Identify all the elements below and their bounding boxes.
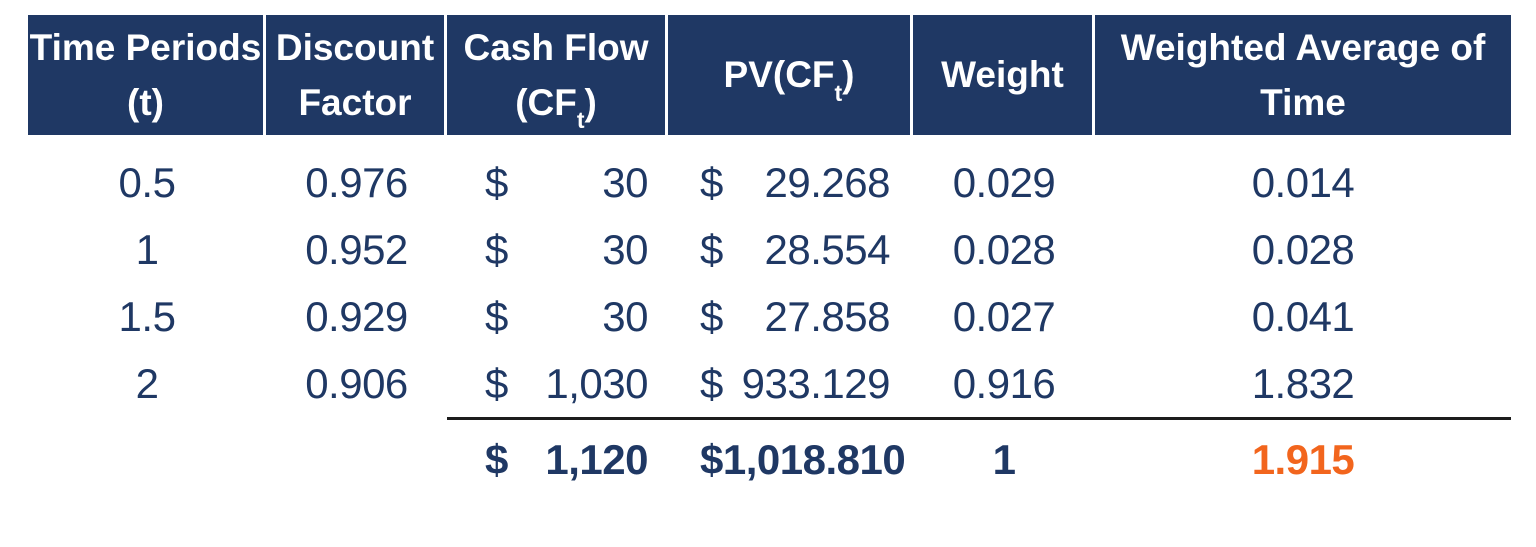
currency-symbol: $ [700, 292, 723, 340]
cashflow-cell: $ 30 [447, 283, 668, 350]
pv-cell: $ 28.554 [668, 216, 913, 283]
currency-symbol: $ [485, 225, 508, 273]
cashflow-cell: $ 30 [447, 149, 668, 216]
subscript-t: t [576, 107, 585, 134]
pv-value: 933.129 [741, 359, 891, 407]
header-time-line1: Time Periods [29, 26, 262, 68]
currency-symbol: $ [485, 292, 508, 340]
time-cell: 0.5 [118, 158, 176, 206]
currency-symbol: $ [700, 225, 723, 273]
cashflow-total-cell: $ 1,120 [447, 420, 668, 500]
header-weighted-average: Weighted Average of Time [1095, 15, 1511, 135]
weight-total-cell: 1 [992, 436, 1016, 483]
cashflow-total-value: 1,120 [545, 436, 648, 483]
pv-cell: $ 29.268 [668, 149, 913, 216]
header-wat-line1: Weighted Average of [1120, 26, 1486, 68]
currency-symbol: $ [485, 436, 508, 483]
totals-row: $ 1,120 $ 1,018.810 1 1.915 [28, 420, 1511, 500]
pv-total-value: 1,018.810 [722, 436, 906, 483]
header-weight-label: Weight [941, 54, 1064, 96]
duration-table: Time Periods (t) Discount Factor Cash Fl… [28, 15, 1511, 500]
totals-rule [447, 417, 1511, 420]
cashflow-cell: $ 30 [447, 216, 668, 283]
weight-cell: 0.028 [952, 225, 1056, 273]
table-row: 1 0.952 $ 30 $ 28.554 0.028 0.028 [28, 216, 1511, 283]
header-pv-label: PV(CFt) [723, 54, 855, 106]
table-body: 0.5 0.976 $ 30 $ 29.268 0.029 0.014 1 0.… [28, 135, 1511, 500]
discount-cell: 0.906 [305, 359, 408, 407]
header-cashflow-line1: Cash Flow [463, 26, 649, 68]
cashflow-cell: $ 1,030 [447, 350, 668, 417]
table-header-row: Time Periods (t) Discount Factor Cash Fl… [28, 15, 1511, 135]
wat-cell: 0.041 [1251, 292, 1355, 340]
header-time-periods: Time Periods (t) [28, 15, 266, 135]
wat-cell: 0.014 [1251, 158, 1355, 206]
discount-cell: 0.952 [305, 225, 408, 273]
weight-cell: 0.916 [952, 359, 1056, 407]
cashflow-value: 30 [602, 158, 648, 206]
header-weight: Weight [913, 15, 1095, 135]
currency-symbol: $ [700, 359, 723, 407]
table-row: 1.5 0.929 $ 30 $ 27.858 0.027 0.041 [28, 283, 1511, 350]
currency-symbol: $ [485, 158, 508, 206]
weight-cell: 0.029 [952, 158, 1056, 206]
wat-cell: 1.832 [1251, 359, 1355, 407]
pv-total-cell: $ 1,018.810 [668, 420, 913, 500]
time-cell-empty [28, 420, 266, 500]
header-wat-line2: Time [1260, 82, 1346, 123]
header-pv: PV(CFt) [668, 15, 913, 135]
discount-cell-empty [266, 420, 447, 500]
time-cell: 1.5 [118, 292, 176, 340]
cashflow-value: 1,030 [545, 359, 648, 407]
pv-value: 27.858 [764, 292, 891, 340]
time-cell: 2 [135, 359, 159, 407]
header-discount-factor: Discount Factor [266, 15, 447, 135]
pv-value: 29.268 [764, 158, 891, 206]
pv-cell: $ 27.858 [668, 283, 913, 350]
subscript-t: t [834, 79, 843, 106]
currency-symbol: $ [485, 359, 508, 407]
header-discount-line2: Factor [298, 82, 412, 123]
weight-cell: 0.027 [952, 292, 1056, 340]
currency-symbol: $ [700, 158, 723, 206]
wat-cell: 0.028 [1251, 225, 1355, 273]
pv-value: 28.554 [764, 225, 891, 273]
header-cash-flow: Cash Flow (CFt) [447, 15, 668, 135]
time-cell: 1 [135, 225, 159, 273]
currency-symbol: $ [700, 436, 723, 483]
cashflow-value: 30 [602, 292, 648, 340]
header-cashflow-line2: (CFt) [515, 82, 597, 134]
totals-rule-row [28, 417, 1511, 420]
header-discount-line1: Discount [275, 26, 435, 68]
discount-cell: 0.929 [305, 292, 408, 340]
table-row: 0.5 0.976 $ 30 $ 29.268 0.029 0.014 [28, 149, 1511, 216]
discount-cell: 0.976 [305, 158, 408, 206]
header-time-line2: (t) [127, 82, 164, 123]
cashflow-value: 30 [602, 225, 648, 273]
pv-cell: $ 933.129 [668, 350, 913, 417]
duration-result-cell: 1.915 [1251, 436, 1355, 483]
table-row: 2 0.906 $ 1,030 $ 933.129 0.916 1.832 [28, 350, 1511, 417]
